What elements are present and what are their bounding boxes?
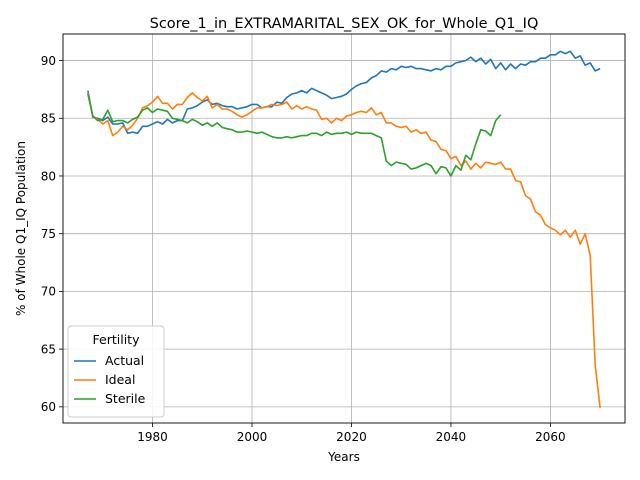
y-tick-label: 80	[41, 169, 56, 183]
x-tick-label: 2060	[535, 430, 566, 444]
series-line-actual	[87, 50, 601, 135]
y-tick-label: 65	[41, 342, 56, 356]
y-axis-label: % of Whole Q1_IQ Population	[14, 141, 28, 316]
x-tick-label: 2000	[237, 430, 268, 444]
axis-ticks: 1980 2000 2020 2040 2060 60 65 70 75 80 85 90	[41, 54, 566, 444]
series-line-sterile	[87, 93, 502, 177]
y-tick-label: 70	[41, 285, 56, 299]
legend-label-actual: Actual	[105, 353, 144, 368]
legend: Fertility Actual Ideal Sterile	[67, 325, 165, 418]
series-lines	[87, 50, 601, 409]
chart-title: Score_1_in_EXTRAMARITAL_SEX_OK_for_Whole…	[150, 16, 539, 32]
series-line-ideal	[87, 92, 601, 409]
legend-title: Fertility	[93, 332, 141, 347]
x-tick-label: 1980	[137, 430, 168, 444]
legend-box	[67, 325, 165, 418]
x-axis-label: Years	[327, 450, 360, 464]
legend-label-sterile: Sterile	[105, 391, 146, 406]
y-tick-label: 85	[41, 112, 56, 126]
x-tick-label: 2040	[436, 430, 467, 444]
y-tick-label: 90	[41, 54, 56, 68]
plot-area-frame	[62, 33, 626, 424]
y-tick-label: 75	[41, 227, 56, 241]
legend-label-ideal: Ideal	[105, 372, 135, 387]
y-tick-label: 60	[41, 400, 56, 414]
x-tick-label: 2020	[336, 430, 367, 444]
